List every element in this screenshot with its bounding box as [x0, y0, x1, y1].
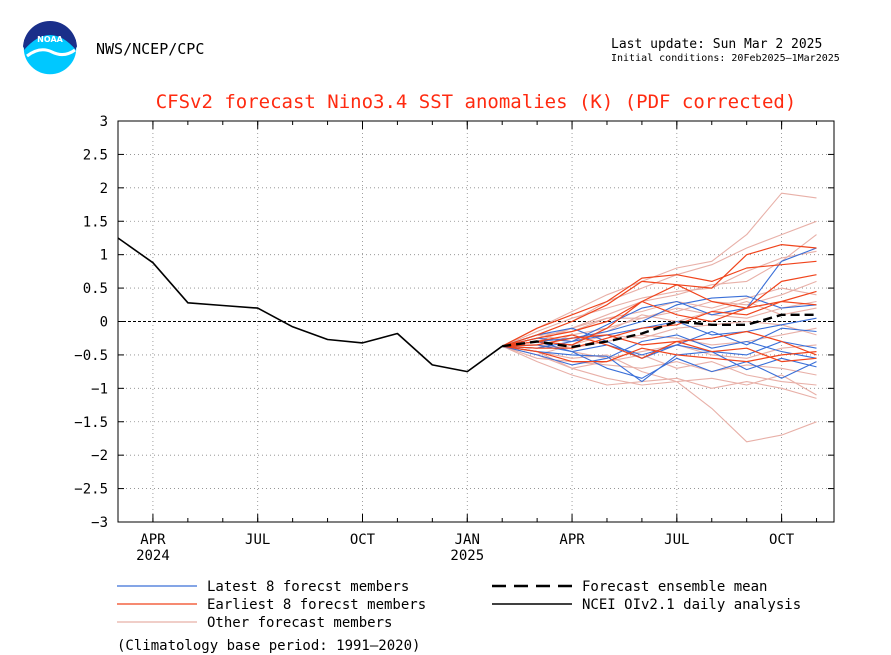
org-label: NWS/NCEP/CPC	[96, 40, 205, 58]
y-tick-label-9: −1.5	[74, 415, 108, 431]
y-tick-label-0: 3	[100, 114, 108, 130]
ensemble-mean-line	[502, 313, 817, 349]
y-tick-label-3: 1.5	[83, 214, 108, 230]
legend-label-analysis: NCEI OIv2.1 daily analysis	[582, 597, 801, 613]
other-member-line-13	[501, 250, 817, 347]
analysis-line	[117, 237, 503, 373]
y-tick-label-4: 1	[100, 248, 108, 264]
y-tick-label-5: 0.5	[83, 281, 108, 297]
noaa-logo-icon: NOAA	[22, 20, 78, 76]
x-tick-label-0: APR	[140, 532, 166, 548]
earliest-member-line-3	[502, 274, 817, 347]
x-tick-sublabel-0: 2024	[136, 548, 170, 564]
latest-member-line-3	[502, 334, 817, 366]
x-tick-label-3: JAN	[455, 532, 480, 548]
other-member-line-10	[502, 280, 817, 347]
earliest-member-line-6	[502, 284, 817, 347]
legend-label-other: Other forecast members	[207, 615, 392, 631]
earliest-member-line-5	[502, 345, 817, 363]
other-members-group	[501, 192, 817, 443]
other-member-line-4	[501, 345, 817, 399]
ensemble-mean-group	[502, 313, 817, 349]
y-axis: 3 2.5 2 1.5 1 0.5 0 −0.5 −1 −1.5 −2 −2.5 −3	[74, 114, 834, 531]
earliest-members-group	[501, 244, 817, 363]
y-tick-label-12: −3	[91, 515, 108, 531]
initial-conditions-text: Initial conditions: 20Feb2025—1Mar2025	[611, 53, 840, 64]
x-tick-sublabel-3: 2025	[450, 548, 484, 564]
legend-label-latest: Latest 8 forecst members	[207, 579, 409, 595]
legend: Latest 8 forecst members Earliest 8 forec…	[117, 579, 801, 631]
analysis-line-group	[117, 237, 503, 373]
noaa-logo-text: NOAA	[37, 35, 63, 44]
x-tick-label-4: APR	[559, 532, 585, 548]
x-tick-label-2: OCT	[350, 532, 376, 548]
x-tick-label-6: OCT	[769, 532, 795, 548]
y-tick-label-11: −2.5	[74, 482, 108, 498]
legend-label-earliest: Earliest 8 forecst members	[207, 597, 426, 613]
x-tick-label-1: JUL	[245, 532, 270, 548]
latest-member-line-6	[502, 247, 817, 347]
latest-member-line-7	[502, 317, 817, 349]
other-member-line-6	[502, 345, 817, 396]
y-tick-label-8: −1	[91, 381, 108, 397]
y-tick-label-2: 2	[100, 181, 108, 197]
earliest-member-line-2	[502, 244, 817, 347]
other-member-line-3	[502, 345, 817, 443]
other-member-line-1	[501, 192, 817, 347]
y-tick-label-1: 2.5	[83, 147, 108, 163]
earliest-member-line-8	[502, 334, 817, 363]
last-update-text: Last update: Sun Mar 2 2025	[611, 37, 823, 52]
legend-label-mean: Forecast ensemble mean	[582, 579, 767, 595]
earliest-member-line-1	[501, 260, 817, 347]
y-tick-label-6: 0	[100, 315, 108, 331]
chart-title: CFSv2 forecast Nino3.4 SST anomalies (K)…	[156, 91, 797, 113]
y-tick-label-10: −2	[91, 448, 108, 464]
other-member-line-14	[502, 320, 817, 356]
x-tick-label-5: JUL	[664, 532, 689, 548]
y-tick-label-7: −0.5	[74, 348, 108, 364]
climatology-footnote: (Climatology base period: 1991—2020)	[117, 638, 420, 654]
earliest-member-line-4	[502, 330, 817, 356]
